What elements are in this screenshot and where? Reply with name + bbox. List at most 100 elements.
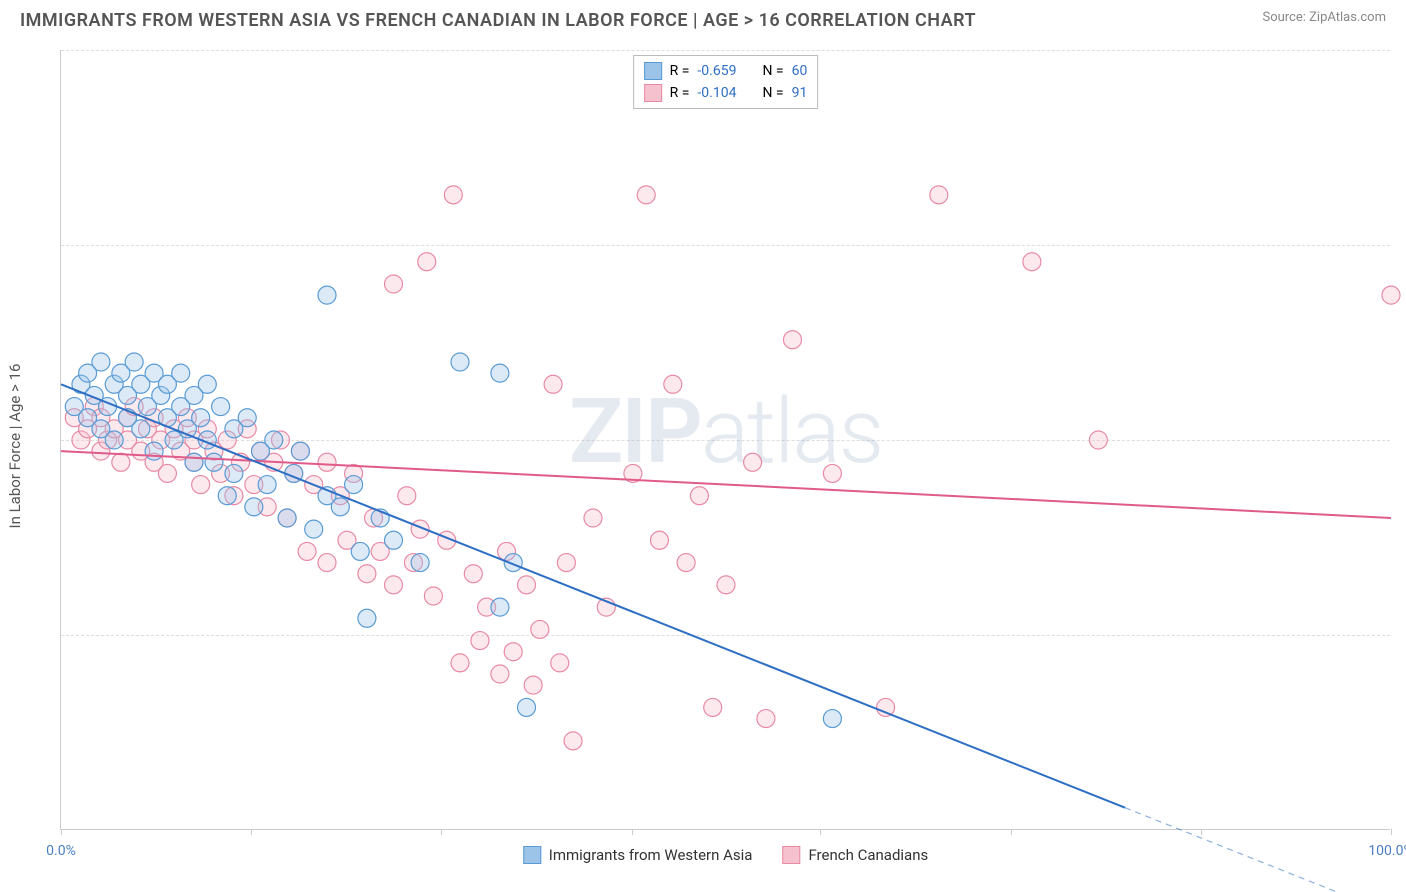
xtick	[1011, 829, 1012, 835]
ytick-label: 47.5%	[1395, 627, 1406, 643]
data-point	[451, 654, 469, 672]
data-point	[704, 698, 722, 716]
data-point	[358, 609, 376, 627]
data-point	[651, 531, 669, 549]
data-point	[145, 442, 163, 460]
data-point	[823, 464, 841, 482]
swatch-series-a	[644, 62, 662, 80]
data-point	[318, 286, 336, 304]
data-point	[584, 509, 602, 527]
legend-row-a: R = -0.659 N = 60	[644, 60, 808, 82]
legend-item-a: Immigrants from Western Asia	[523, 846, 753, 864]
data-point	[491, 598, 509, 616]
data-point	[185, 453, 203, 471]
ytick-label: 82.5%	[1395, 237, 1406, 253]
data-point	[518, 576, 536, 594]
xtick	[1391, 829, 1392, 835]
y-axis-label: In Labor Force | Age > 16	[6, 364, 24, 529]
data-point	[172, 364, 190, 382]
data-point	[418, 253, 436, 271]
data-point	[358, 565, 376, 583]
data-point	[278, 509, 296, 527]
n-value-a: 60	[792, 63, 808, 79]
xtick-label: 100.0%	[1368, 843, 1406, 859]
data-point	[192, 476, 210, 494]
xtick	[251, 829, 252, 835]
data-point	[258, 476, 276, 494]
xtick	[441, 829, 442, 835]
data-point	[265, 431, 283, 449]
data-point	[132, 420, 150, 438]
data-point	[331, 498, 349, 516]
xtick	[61, 829, 62, 835]
data-point	[531, 620, 549, 638]
xtick	[632, 829, 633, 835]
data-point	[464, 565, 482, 583]
data-point	[198, 375, 216, 393]
n-label: N =	[762, 63, 783, 79]
data-point	[305, 520, 323, 538]
data-point	[351, 542, 369, 560]
series-legend: Immigrants from Western Asia French Cana…	[523, 846, 928, 864]
data-point	[518, 698, 536, 716]
xtick	[1201, 829, 1202, 835]
data-point	[491, 665, 509, 683]
ytick-label: 100.0%	[1395, 42, 1406, 58]
data-point	[238, 409, 256, 427]
data-point	[298, 542, 316, 560]
data-point	[444, 186, 462, 204]
data-point	[564, 732, 582, 750]
data-point	[218, 487, 236, 505]
data-point	[112, 453, 130, 471]
data-point	[677, 554, 695, 572]
trend-line-a	[61, 384, 1125, 807]
n-value-b: 91	[792, 85, 808, 101]
r-label: R =	[670, 85, 690, 101]
data-point	[225, 464, 243, 482]
data-point	[524, 676, 542, 694]
data-point	[491, 364, 509, 382]
data-point	[205, 453, 223, 471]
data-point	[212, 398, 230, 416]
data-point	[744, 453, 762, 471]
data-point	[637, 186, 655, 204]
data-point	[398, 487, 416, 505]
data-point	[385, 275, 403, 293]
data-point	[424, 587, 442, 605]
data-point	[504, 643, 522, 661]
data-point	[877, 698, 895, 716]
r-value-a: -0.659	[697, 63, 736, 79]
trend-line-a-extrapolated	[1125, 808, 1391, 892]
swatch-series-a	[523, 846, 541, 864]
r-label: R =	[670, 63, 690, 79]
data-point	[930, 186, 948, 204]
chart-title: IMMIGRANTS FROM WESTERN ASIA VS FRENCH C…	[20, 10, 976, 31]
data-point	[451, 353, 469, 371]
data-point	[411, 554, 429, 572]
data-point	[345, 476, 363, 494]
r-value-b: -0.104	[697, 85, 736, 101]
legend-row-b: R = -0.104 N = 91	[644, 82, 808, 104]
data-point	[158, 464, 176, 482]
data-point	[717, 576, 735, 594]
scatter-svg	[61, 50, 1390, 829]
data-point	[92, 353, 110, 371]
data-point	[385, 531, 403, 549]
data-point	[557, 554, 575, 572]
data-point	[544, 375, 562, 393]
legend-item-b: French Canadians	[782, 846, 928, 864]
data-point	[551, 654, 569, 672]
series-b-name: French Canadians	[808, 846, 928, 864]
data-point	[385, 576, 403, 594]
data-point	[823, 710, 841, 728]
data-point	[318, 554, 336, 572]
data-point	[471, 632, 489, 650]
data-point	[105, 431, 123, 449]
swatch-series-b	[644, 84, 662, 102]
data-point	[318, 453, 336, 471]
source-credit: Source: ZipAtlas.com	[1262, 10, 1386, 25]
correlation-legend: R = -0.659 N = 60 R = -0.104 N = 91	[633, 55, 819, 109]
data-point	[757, 710, 775, 728]
xtick	[820, 829, 821, 835]
n-label: N =	[762, 85, 783, 101]
